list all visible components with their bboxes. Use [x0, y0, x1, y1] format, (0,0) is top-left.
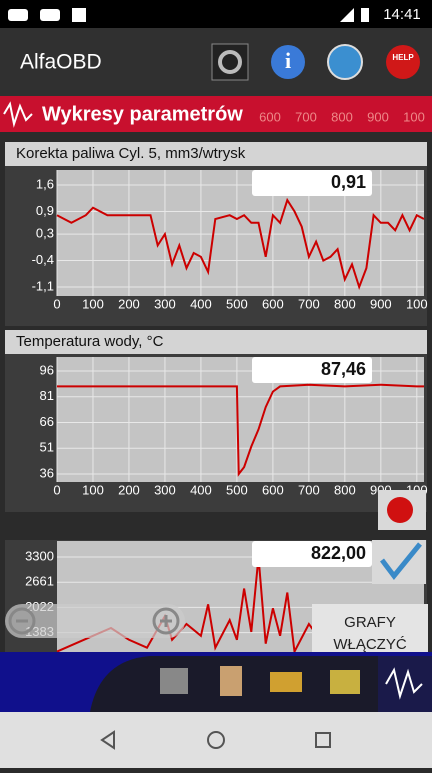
- x-tick-label: 800: [334, 296, 356, 311]
- faded-tick: 700: [295, 109, 317, 124]
- y-tick-label: 96: [40, 362, 54, 377]
- icon: [40, 9, 60, 21]
- value-box: [252, 357, 372, 383]
- value-box: [252, 170, 372, 196]
- y-tick-label: 1,6: [36, 176, 54, 191]
- y-tick-label: 0,3: [36, 226, 54, 241]
- help-button[interactable]: [386, 45, 420, 79]
- icon: [8, 9, 28, 21]
- zoom-control: [5, 604, 185, 638]
- x-tick-label: 700: [298, 296, 320, 311]
- time: 14:41: [383, 6, 421, 23]
- tab-icon[interactable]: [330, 670, 360, 694]
- y-tick-label: 3300: [25, 548, 54, 563]
- x-tick-label: 400: [190, 482, 212, 497]
- tab-icon: [385, 667, 423, 700]
- faded-tick: 900: [367, 109, 389, 124]
- y-tick-label: 51: [40, 440, 54, 455]
- x-tick-label: 800: [334, 482, 356, 497]
- x-tick-label: 400: [190, 296, 212, 311]
- x-tick-label: 100: [406, 296, 428, 311]
- banner-icon: [3, 101, 33, 128]
- chart-header: [5, 330, 427, 354]
- line: [57, 383, 424, 477]
- current-value: 0,91: [331, 172, 366, 192]
- button-label: GRAFY: [344, 614, 396, 631]
- zoom-in[interactable]: [152, 607, 180, 635]
- y-tick-label: -0,4: [32, 252, 54, 267]
- signal: [340, 8, 354, 22]
- tab-icon[interactable]: [220, 666, 242, 696]
- tab-icon[interactable]: [160, 668, 188, 694]
- zoom-out[interactable]: [8, 607, 36, 635]
- value-box: [252, 541, 372, 567]
- x-tick-label: 600: [262, 296, 284, 311]
- line: [56, 197, 425, 291]
- current-value: 87,46: [321, 359, 366, 379]
- banner-title: Wykresy parametrów: [42, 103, 243, 125]
- tab-icon[interactable]: [270, 672, 302, 692]
- x-tick-label: 100: [82, 482, 104, 497]
- banner: [0, 96, 432, 132]
- faded-tick: 100: [403, 109, 425, 124]
- x-tick-label: 900: [370, 296, 392, 311]
- chart-title: Korekta paliwa Cyl. 5, mm3/wtrysk: [16, 145, 246, 162]
- x-tick-label: 200: [118, 296, 140, 311]
- x-tick-label: 0: [53, 296, 60, 311]
- y-tick-label: 36: [40, 465, 54, 480]
- chart-header: [5, 515, 427, 539]
- y-tick-label: 2661: [25, 574, 54, 589]
- chart: Korekta paliwa Cyl. 5, mm3/wtrysk 1,6 0,9 0…: [5, 142, 428, 326]
- settings-button[interactable]: [211, 43, 249, 81]
- x-tick-label: 300: [154, 296, 176, 311]
- icon: [72, 8, 86, 22]
- x-tick-label: 600: [262, 482, 284, 497]
- faded-tick: 600: [259, 109, 281, 124]
- y-tick-label: 0,9: [36, 203, 54, 218]
- app-title: AlfaOBD: [20, 51, 102, 74]
- x-tick-label: 300: [154, 482, 176, 497]
- x-tick-label: 200: [118, 482, 140, 497]
- y-tick-label: -1,1: [32, 278, 54, 293]
- chart-title: Obroty silnika, rpm: [16, 518, 141, 535]
- gear: [218, 50, 242, 74]
- back[interactable]: [100, 730, 115, 750]
- home[interactable]: [207, 731, 225, 749]
- x-tick-label: 500: [226, 296, 248, 311]
- recents[interactable]: [315, 732, 331, 748]
- grafy-button[interactable]: [312, 604, 428, 652]
- info-icon: i: [285, 48, 291, 73]
- x-tick-label: 500: [226, 482, 248, 497]
- x-tick-label: 100: [82, 296, 104, 311]
- faded-tick: 800: [331, 109, 353, 124]
- check-icon: [380, 542, 422, 581]
- nav-bar: [0, 712, 432, 768]
- y-tick-label: 66: [40, 414, 54, 429]
- y-tick-label: 81: [40, 388, 54, 403]
- button-label: WŁĄCZYĆ: [333, 636, 407, 653]
- info-button[interactable]: [271, 45, 305, 79]
- help-label: HELP: [392, 53, 414, 62]
- chart-header: [5, 142, 427, 166]
- record-icon: [387, 497, 413, 523]
- edit-button[interactable]: [327, 44, 363, 80]
- x-tick-label: 0: [53, 482, 60, 497]
- current-value: 822,00: [311, 543, 366, 563]
- x-tick-label: 700: [298, 482, 320, 497]
- chart-title: Temperatura wody, °C: [16, 333, 164, 350]
- battery: [361, 8, 369, 22]
- chart: Temperatura wody, °C 96 81 66 51 36 0 100 200 300…: [5, 330, 428, 512]
